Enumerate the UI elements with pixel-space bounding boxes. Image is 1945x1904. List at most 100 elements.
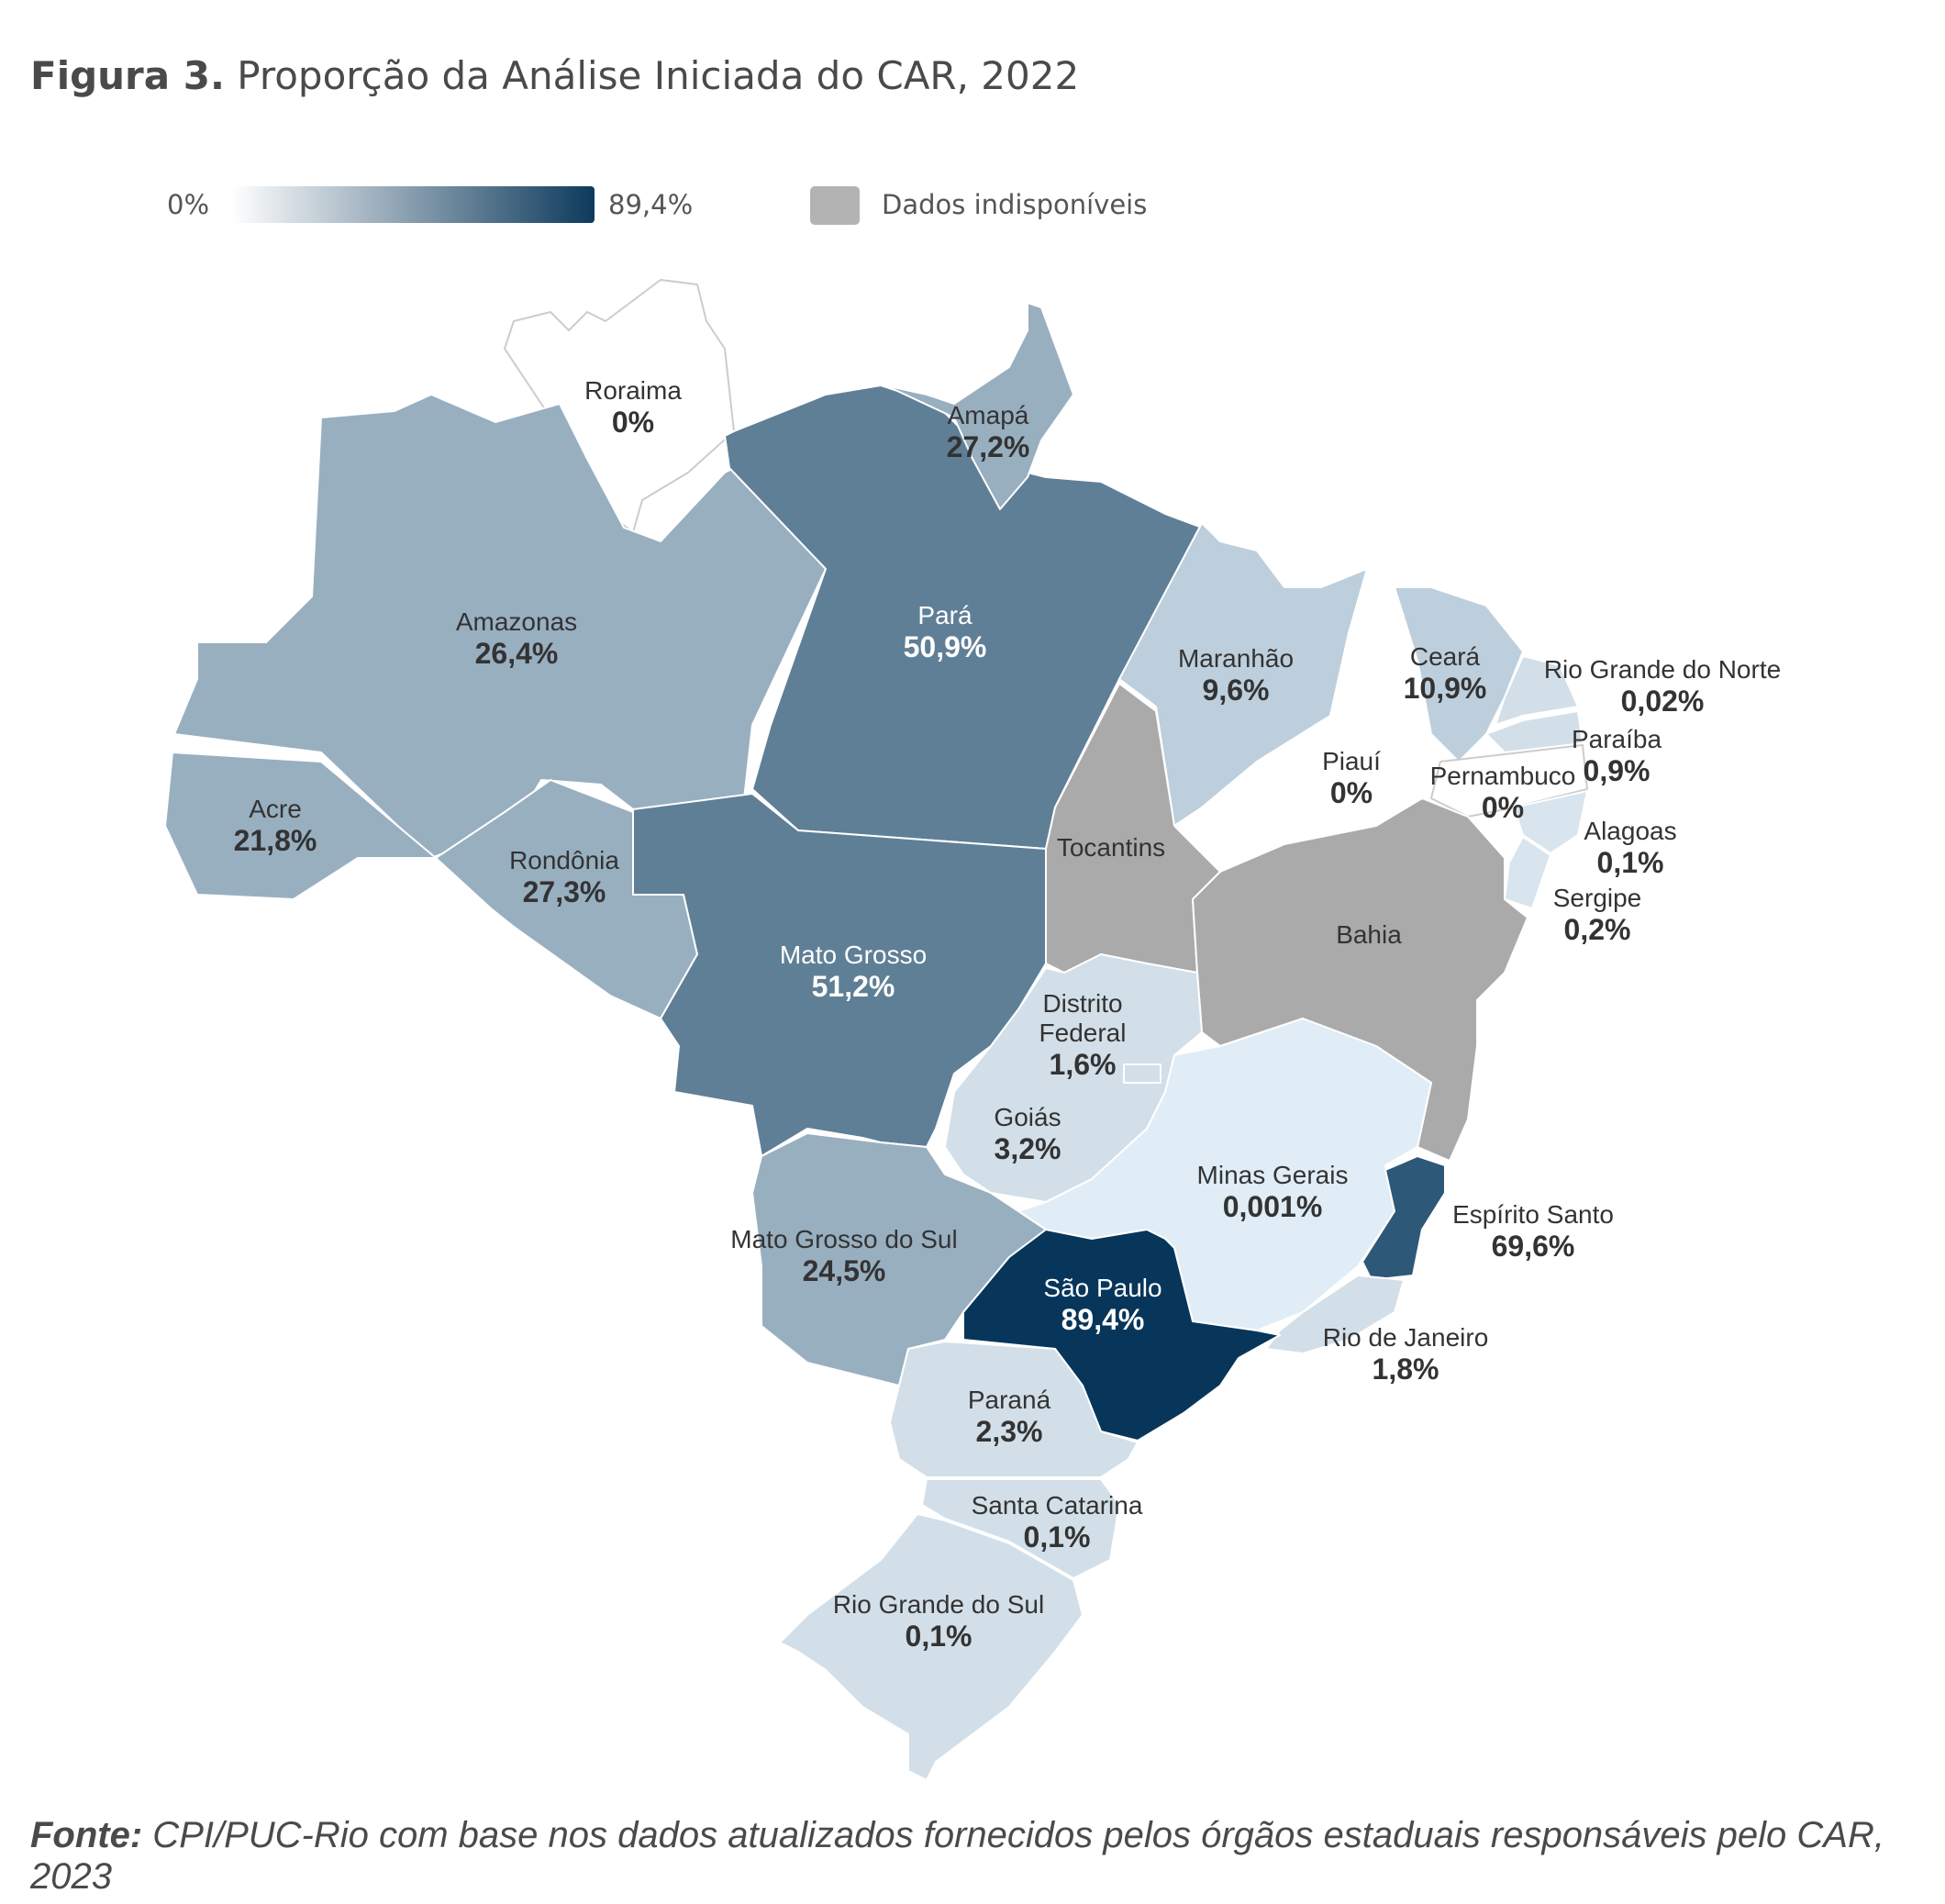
state-amapa[interactable] bbox=[884, 302, 1074, 510]
state-name: Santa Catarina bbox=[971, 1491, 1143, 1520]
state-value: 0,2% bbox=[1563, 913, 1631, 947]
state-name: Goiás bbox=[994, 1103, 1061, 1131]
state-name: Rio Grande do Sul bbox=[832, 1590, 1045, 1619]
state-value: 1,6% bbox=[1049, 1048, 1117, 1082]
label-rondonia: Rondônia 27,3% bbox=[509, 846, 619, 909]
figure-label: Figura 3. bbox=[30, 53, 225, 98]
state-name: Mato Grosso do Sul bbox=[730, 1225, 958, 1253]
state-value: 24,5% bbox=[802, 1254, 886, 1288]
state-name: Paraíba bbox=[1571, 725, 1662, 753]
state-rio-grande-do-sul[interactable] bbox=[779, 1513, 1084, 1781]
state-value: 0,02% bbox=[1620, 685, 1705, 718]
state-ceara[interactable] bbox=[1394, 586, 1524, 763]
state-distrito-federal[interactable] bbox=[1123, 1063, 1161, 1084]
state-name: Rondônia bbox=[509, 846, 619, 874]
state-name: Sergipe bbox=[1552, 884, 1642, 912]
state-value: 69,6% bbox=[1491, 1230, 1575, 1264]
state-value: 0,1% bbox=[1023, 1520, 1091, 1554]
state-value: 26,4% bbox=[474, 637, 559, 671]
state-name: Rio Grande do Norte bbox=[1543, 655, 1782, 684]
state-value: 0% bbox=[611, 406, 655, 440]
state-mato-grosso[interactable] bbox=[632, 793, 1047, 1157]
state-name: Ceará bbox=[1409, 642, 1481, 671]
state-value: 9,6% bbox=[1202, 674, 1270, 707]
state-name: Bahia bbox=[1336, 920, 1402, 949]
state-value: 3,2% bbox=[994, 1132, 1061, 1166]
state-name: Mato Grosso bbox=[779, 941, 928, 969]
label-para: Pará 50,9% bbox=[904, 601, 987, 664]
label-sergipe: Sergipe 0,2% bbox=[1553, 884, 1642, 947]
state-value: 51,2% bbox=[811, 970, 895, 1004]
state-mato-grosso-do-sul[interactable] bbox=[751, 1132, 1047, 1386]
state-value: 1,8% bbox=[1372, 1353, 1439, 1386]
state-name: Paraná bbox=[967, 1386, 1051, 1414]
state-espirito-santo[interactable] bbox=[1362, 1155, 1446, 1281]
figure-title: Figura 3. Proporção da Análise Iniciada … bbox=[30, 53, 1079, 98]
state-name: São Paulo bbox=[1043, 1274, 1162, 1302]
source-note: Fonte: CPI/PUC-Rio com base nos dados at… bbox=[30, 1815, 1945, 1898]
label-santa-catarina: Santa Catarina 0,1% bbox=[972, 1491, 1143, 1554]
state-value: 0% bbox=[1481, 791, 1525, 825]
label-pernambuco: Pernambuco 0% bbox=[1430, 762, 1576, 825]
label-alagoas: Alagoas 0,1% bbox=[1584, 817, 1676, 880]
legend-no-data-label: Dados indisponíveis bbox=[882, 189, 1148, 220]
label-tocantins: Tocantins bbox=[1057, 833, 1165, 863]
label-maranhao: Maranhão 9,6% bbox=[1178, 644, 1294, 707]
label-amazonas: Amazonas 26,4% bbox=[456, 607, 577, 671]
state-name: Alagoas bbox=[1584, 817, 1677, 845]
state-value: 0,1% bbox=[1596, 846, 1664, 880]
label-minas-gerais: Minas Gerais 0,001% bbox=[1197, 1161, 1349, 1224]
label-mato-grosso: Mato Grosso 51,2% bbox=[780, 941, 927, 1004]
state-value: 0% bbox=[1329, 776, 1373, 810]
state-name: Pernambuco bbox=[1429, 762, 1576, 790]
state-acre[interactable] bbox=[164, 752, 437, 900]
state-name: Pará bbox=[917, 601, 972, 629]
state-rio-de-janeiro[interactable] bbox=[1265, 1275, 1405, 1354]
label-acre: Acre 21,8% bbox=[234, 795, 317, 858]
label-rio-de-janeiro: Rio de Janeiro 1,8% bbox=[1323, 1323, 1489, 1386]
state-value: 0,9% bbox=[1583, 754, 1650, 788]
state-name: Minas Gerais bbox=[1196, 1161, 1349, 1189]
state-value: 27,2% bbox=[946, 430, 1030, 464]
label-rio-grande-do-sul: Rio Grande do Sul 0,1% bbox=[833, 1590, 1044, 1653]
state-parana[interactable] bbox=[889, 1341, 1139, 1478]
state-rio-grande-do-norte[interactable] bbox=[1495, 655, 1579, 726]
label-piaui: Piauí 0% bbox=[1322, 747, 1381, 810]
state-name: Maranhão bbox=[1177, 644, 1295, 673]
state-name: Distrito Federal bbox=[1039, 989, 1127, 1048]
state-paraiba[interactable] bbox=[1485, 710, 1584, 753]
state-value: 27,3% bbox=[522, 875, 606, 909]
state-name: Roraima bbox=[584, 376, 682, 405]
label-espirito-santo: Espírito Santo 69,6% bbox=[1452, 1200, 1614, 1264]
source-prefix: Fonte: bbox=[30, 1815, 143, 1855]
state-name: Piauí bbox=[1322, 747, 1381, 775]
label-sao-paulo: São Paulo 89,4% bbox=[1043, 1274, 1161, 1337]
figure-title-text: Proporção da Análise Iniciada do CAR, 20… bbox=[237, 53, 1080, 98]
legend-gradient-bar bbox=[231, 186, 595, 223]
label-rio-grande-do-norte: Rio Grande do Norte 0,02% bbox=[1544, 655, 1781, 718]
legend-no-data-swatch bbox=[810, 186, 860, 225]
state-value: 50,9% bbox=[903, 630, 987, 664]
state-name: Tocantins bbox=[1056, 833, 1166, 862]
state-value: 0,001% bbox=[1222, 1190, 1323, 1224]
label-paraiba: Paraíba 0,9% bbox=[1572, 725, 1662, 788]
label-mato-grosso-do-sul: Mato Grosso do Sul 24,5% bbox=[730, 1225, 957, 1288]
state-bahia[interactable] bbox=[1192, 797, 1528, 1162]
state-santa-catarina[interactable] bbox=[921, 1478, 1120, 1579]
label-bahia: Bahia bbox=[1336, 920, 1402, 950]
state-value: 89,4% bbox=[1061, 1303, 1145, 1337]
label-parana: Paraná 2,3% bbox=[968, 1386, 1050, 1449]
state-alagoas[interactable] bbox=[1513, 790, 1588, 854]
state-sergipe[interactable] bbox=[1504, 836, 1551, 909]
label-amapa: Amapá 27,2% bbox=[947, 401, 1030, 464]
state-value: 0,1% bbox=[905, 1620, 972, 1653]
state-name: Acre bbox=[249, 795, 302, 823]
state-value: 21,8% bbox=[233, 824, 317, 858]
state-name: Rio de Janeiro bbox=[1322, 1323, 1489, 1352]
label-distrito-federal: Distrito Federal 1,6% bbox=[1018, 989, 1147, 1082]
legend-max-label: 89,4% bbox=[608, 189, 694, 220]
label-roraima: Roraima 0% bbox=[584, 376, 682, 440]
state-name: Espírito Santo bbox=[1452, 1200, 1614, 1229]
state-name: Amapá bbox=[947, 401, 1029, 429]
